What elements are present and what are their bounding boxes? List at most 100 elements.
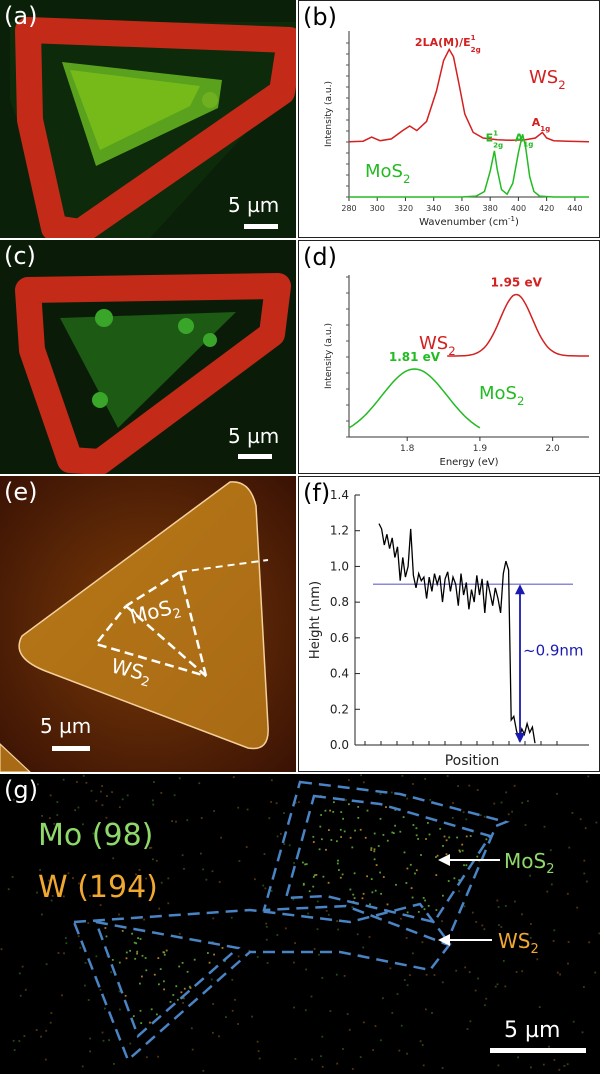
eds-speckle — [132, 1015, 135, 1017]
x-tick-label-b: 380 — [483, 204, 498, 213]
eds-speckle — [481, 924, 484, 927]
eds-speckle — [318, 953, 320, 956]
eds-speckle — [403, 851, 406, 854]
eds-speckle — [493, 802, 496, 805]
eds-speckle — [183, 867, 185, 870]
eds-speckle — [316, 928, 319, 931]
eds-speckle — [336, 862, 339, 865]
eds-speckle — [284, 927, 287, 930]
eds-speckle — [425, 838, 427, 840]
eds-speckle — [125, 951, 128, 954]
eds-speckle — [186, 970, 189, 973]
eds-speckle — [160, 881, 163, 884]
legend-mo: Mo (98) — [38, 818, 154, 853]
eds-speckle — [468, 784, 471, 787]
eds-speckle — [374, 889, 377, 892]
eds-speckle — [401, 774, 404, 777]
eds-speckle — [104, 927, 107, 929]
eds-speckle — [402, 816, 405, 818]
eds-speckle — [392, 832, 395, 834]
eds-speckle — [588, 941, 591, 944]
eds-speckle — [382, 876, 385, 878]
eds-speckle — [23, 1035, 26, 1037]
eds-speckle — [163, 951, 166, 954]
eds-speckle — [485, 997, 488, 1000]
eds-ws2-label: WS2 — [498, 929, 539, 957]
eds-speckle — [465, 818, 468, 821]
scale-bar-label-c: 5 µm — [228, 424, 280, 448]
eds-speckle — [95, 955, 98, 958]
eds-speckle — [424, 899, 426, 902]
eds-speckle — [336, 920, 338, 922]
eds-speckle — [133, 941, 136, 944]
eds-speckle — [57, 952, 60, 954]
eds-speckle — [275, 802, 278, 805]
eds-speckle — [466, 1028, 469, 1030]
eds-speckle — [211, 941, 214, 943]
eds-speckle — [498, 924, 500, 926]
eds-speckle — [19, 994, 22, 997]
eds-speckle — [77, 806, 80, 809]
eds-speckle — [99, 988, 102, 991]
pl-map-image-c — [0, 240, 296, 474]
eds-speckle — [106, 795, 108, 797]
eds-speckle — [56, 814, 59, 816]
eds-speckle — [101, 785, 103, 787]
eds-speckle — [37, 783, 39, 786]
panel-label-f: (f) — [303, 479, 331, 507]
eds-speckle — [163, 988, 165, 991]
eds-speckle — [500, 926, 503, 928]
eds-speckle — [542, 1063, 545, 1066]
eds-speckle — [13, 1049, 16, 1051]
eds-speckle — [212, 1003, 215, 1005]
eds-speckle — [159, 968, 162, 970]
eds-speckle — [173, 794, 176, 797]
eds-speckle — [89, 1037, 92, 1040]
eds-speckle — [361, 897, 364, 900]
y-tick-label-f: 0.6 — [330, 631, 349, 645]
eds-speckle — [84, 962, 87, 964]
eds-speckle — [332, 811, 335, 813]
eds-speckle — [385, 806, 387, 808]
eds-speckle — [445, 853, 448, 856]
eds-speckle — [442, 894, 444, 897]
eds-speckle — [213, 953, 215, 956]
eds-speckle — [496, 899, 499, 902]
eds-speckle — [447, 880, 450, 882]
series-label-mos2-b: MoS2 — [365, 161, 410, 186]
eds-speckle — [308, 890, 311, 893]
eds-speckle — [436, 854, 439, 857]
eds-speckle — [18, 972, 21, 975]
scale-bar-a — [244, 224, 278, 229]
eds-speckle — [135, 942, 138, 945]
panel-label-b: (b) — [303, 3, 337, 31]
eds-speckle — [178, 932, 181, 935]
eds-speckle — [136, 950, 139, 953]
x-tick-label-b: 280 — [341, 204, 356, 213]
eds-speckle — [8, 781, 11, 783]
eds-speckle — [40, 1035, 42, 1038]
series-line-d-0 — [447, 293, 589, 357]
eds-speckle — [425, 973, 428, 976]
eds-speckle — [322, 875, 325, 878]
eds-speckle — [497, 906, 500, 908]
eds-speckle — [305, 968, 307, 971]
eds-speckle — [339, 828, 342, 831]
eds-speckle — [330, 839, 333, 841]
eds-speckle — [268, 817, 271, 820]
eds-speckle — [370, 878, 373, 880]
eds-speckle — [536, 958, 539, 961]
eds-speckle — [587, 775, 590, 778]
eds-speckle — [448, 836, 451, 839]
eds-speckle — [465, 864, 468, 867]
eds-speckle — [455, 969, 458, 972]
eds-speckle — [302, 861, 304, 864]
eds-speckle — [218, 1035, 220, 1038]
eds-speckle — [586, 880, 588, 883]
eds-speckle — [63, 952, 65, 955]
eds-speckle — [18, 1040, 21, 1042]
eds-speckle — [382, 997, 384, 1000]
eds-speckle — [100, 790, 102, 793]
eds-speckle — [44, 1058, 47, 1061]
eds-speckle — [202, 868, 204, 871]
